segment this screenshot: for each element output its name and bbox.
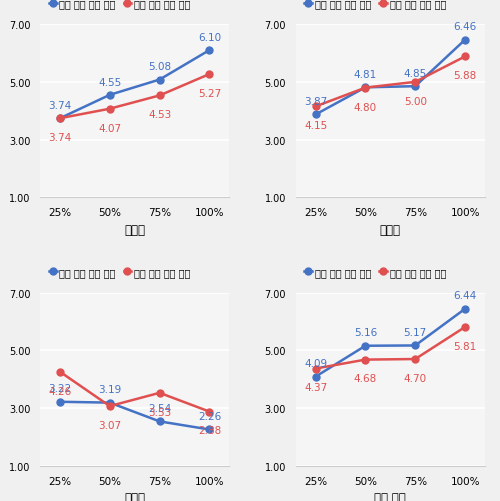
Text: 2.88: 2.88	[198, 426, 221, 435]
Line: 다중 예측 결과 제시: 다중 예측 결과 제시	[312, 54, 468, 111]
다중 예측 결과 제시	[57, 116, 63, 122]
단일 예측 결과 제시	[156, 77, 162, 83]
Legend: 단일 예측 결과 제시, 다중 예측 결과 제시: 단일 예측 결과 제시, 다중 예측 결과 제시	[45, 0, 195, 13]
Text: 3.53: 3.53	[148, 407, 171, 417]
Line: 단일 예측 결과 제시: 단일 예측 결과 제시	[56, 48, 213, 122]
Text: 3.87: 3.87	[304, 97, 327, 107]
X-axis label: 정확도: 정확도	[124, 223, 145, 236]
단일 예측 결과 제시	[107, 93, 113, 99]
단일 예측 결과 제시	[206, 427, 212, 433]
Text: 3.22: 3.22	[48, 384, 72, 394]
Line: 단일 예측 결과 제시: 단일 예측 결과 제시	[312, 37, 468, 119]
다중 예측 결과 제시	[312, 104, 318, 110]
다중 예측 결과 제시	[57, 369, 63, 375]
다중 예측 결과 제시	[412, 356, 418, 362]
Text: 5.88: 5.88	[454, 71, 476, 81]
단일 예측 결과 제시	[462, 38, 468, 44]
다중 예측 결과 제시	[206, 72, 212, 78]
다중 예측 결과 제시	[362, 357, 368, 363]
Legend: 단일 예측 결과 제시, 다중 예측 결과 제시: 단일 예측 결과 제시, 다중 예측 결과 제시	[300, 0, 450, 13]
다중 예측 결과 제시	[107, 403, 113, 409]
Text: 4.68: 4.68	[354, 374, 377, 384]
Text: 3.74: 3.74	[48, 133, 72, 143]
Text: 3.19: 3.19	[98, 385, 122, 394]
Text: 3.74: 3.74	[48, 101, 72, 111]
다중 예측 결과 제시	[107, 107, 113, 113]
다중 예측 결과 제시	[156, 93, 162, 99]
단일 예측 결과 제시	[412, 343, 418, 349]
단일 예측 결과 제시	[362, 85, 368, 91]
단일 예측 결과 제시	[57, 399, 63, 405]
Line: 다중 예측 결과 제시: 다중 예측 결과 제시	[56, 72, 213, 122]
Text: 4.80: 4.80	[354, 102, 377, 112]
단일 예측 결과 제시	[462, 306, 468, 312]
Text: 4.55: 4.55	[98, 77, 122, 87]
X-axis label: 사용 의사: 사용 의사	[374, 491, 406, 501]
Text: 4.37: 4.37	[304, 383, 327, 393]
단일 예측 결과 제시	[312, 374, 318, 380]
단일 예측 결과 제시	[312, 112, 318, 118]
Text: 3.07: 3.07	[98, 420, 122, 430]
단일 예측 결과 제시	[107, 400, 113, 406]
Text: 4.09: 4.09	[304, 359, 327, 369]
Text: 4.26: 4.26	[48, 386, 72, 396]
Text: 4.07: 4.07	[98, 123, 122, 133]
Line: 단일 예측 결과 제시: 단일 예측 결과 제시	[312, 306, 468, 380]
다중 예측 결과 제시	[206, 409, 212, 415]
Text: 4.15: 4.15	[304, 121, 327, 131]
단일 예측 결과 제시	[206, 48, 212, 54]
Legend: 단일 예측 결과 제시, 다중 예측 결과 제시: 단일 예측 결과 제시, 다중 예측 결과 제시	[300, 264, 450, 281]
Text: 6.46: 6.46	[454, 23, 476, 32]
다중 예측 결과 제시	[462, 54, 468, 60]
단일 예측 결과 제시	[362, 343, 368, 349]
Text: 5.16: 5.16	[354, 328, 377, 338]
다중 예측 결과 제시	[312, 366, 318, 372]
Text: 5.81: 5.81	[454, 341, 476, 351]
Text: 4.85: 4.85	[404, 69, 427, 79]
Text: 2.54: 2.54	[148, 403, 171, 413]
Legend: 단일 예측 결과 제시, 다중 예측 결과 제시: 단일 예측 결과 제시, 다중 예측 결과 제시	[45, 264, 195, 281]
Text: 6.44: 6.44	[454, 291, 476, 301]
X-axis label: 방해도: 방해도	[124, 491, 145, 501]
단일 예측 결과 제시	[57, 116, 63, 122]
다중 예측 결과 제시	[362, 86, 368, 92]
Text: 4.81: 4.81	[354, 70, 377, 80]
다중 예측 결과 제시	[412, 80, 418, 86]
Text: 4.70: 4.70	[404, 373, 427, 383]
단일 예측 결과 제시	[156, 418, 162, 424]
단일 예측 결과 제시	[412, 84, 418, 90]
Line: 단일 예측 결과 제시: 단일 예측 결과 제시	[56, 398, 213, 433]
다중 예측 결과 제시	[462, 324, 468, 330]
Text: 2.26: 2.26	[198, 411, 221, 421]
Text: 6.10: 6.10	[198, 33, 221, 43]
Text: 5.00: 5.00	[404, 97, 426, 107]
Line: 다중 예측 결과 제시: 다중 예측 결과 제시	[312, 324, 468, 372]
다중 예측 결과 제시	[156, 390, 162, 396]
Text: 5.08: 5.08	[148, 62, 171, 72]
Text: 5.27: 5.27	[198, 89, 221, 99]
Line: 다중 예측 결과 제시: 다중 예측 결과 제시	[56, 369, 213, 415]
X-axis label: 유용성: 유용성	[380, 223, 401, 236]
Text: 4.53: 4.53	[148, 110, 171, 120]
Text: 5.17: 5.17	[404, 328, 427, 338]
